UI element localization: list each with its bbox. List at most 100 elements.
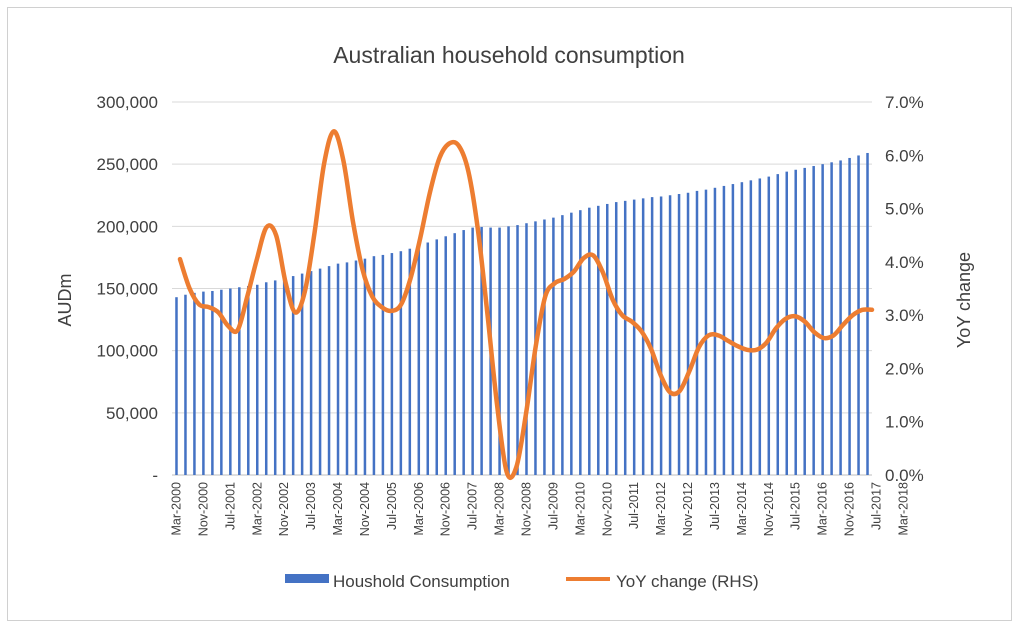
consumption-bar [426, 242, 430, 475]
consumption-bar [767, 176, 771, 475]
consumption-bar [561, 215, 564, 475]
consumption-bar [273, 280, 277, 475]
left-tick-label: 300,000 [97, 93, 158, 112]
x-tick-label: Mar-2002 [250, 482, 264, 536]
x-tick-label: Jul-2013 [708, 482, 722, 530]
consumption-bar [229, 288, 232, 475]
left-tick-label: 200,000 [97, 217, 158, 236]
consumption-bar [588, 207, 591, 475]
right-tick-label: 4.0% [885, 253, 924, 272]
right-axis-ticks: 0.0% 1.0% 2.0% 3.0% 4.0% 5.0% 6.0% 7.0% [885, 93, 924, 485]
consumption-bar [507, 226, 510, 475]
consumption-bar [408, 248, 412, 475]
legend-label-line: YoY change (RHS) [616, 572, 759, 591]
consumption-bar [327, 266, 331, 475]
x-tick-label: Mar-2008 [493, 482, 507, 536]
x-tick-label: Mar-2010 [573, 482, 587, 536]
consumption-bar [659, 196, 663, 476]
x-tick-label: Jul-2001 [223, 482, 237, 530]
consumption-bar [740, 182, 744, 475]
consumption-bar [498, 227, 501, 475]
left-tick-label: 100,000 [97, 342, 158, 361]
left-tick-label: 50,000 [106, 404, 158, 423]
x-tick-label: Jul-2011 [627, 482, 641, 529]
x-tick-label: Nov-2014 [762, 482, 776, 536]
x-tick-label: Jul-2015 [789, 482, 803, 530]
consumption-bar [444, 236, 447, 475]
consumption-bar [399, 251, 403, 475]
left-axis-ticks: - 50,000 100,000 150,000 200,000 250,000 300,0… [97, 93, 158, 485]
consumption-bar [211, 290, 214, 475]
consumption-bar [713, 187, 717, 476]
consumption-bar [704, 189, 708, 475]
consumption-bar [220, 289, 223, 475]
consumption-bar [722, 185, 726, 475]
consumption-bar [731, 184, 735, 475]
consumption-bar [193, 292, 196, 475]
consumption-bar [264, 282, 268, 475]
consumption-bar [866, 152, 869, 476]
consumption-bar [821, 164, 824, 476]
consumption-bar [453, 233, 456, 475]
right-tick-label: 5.0% [885, 200, 924, 219]
consumption-bar [614, 202, 618, 475]
x-tick-label: Nov-2006 [439, 482, 453, 536]
x-tick-label: Nov-2004 [358, 482, 372, 536]
consumption-bar [238, 287, 241, 475]
legend-label-bars: Houshold Consumption [333, 572, 510, 591]
legend: Houshold Consumption YoY change (RHS) [285, 572, 759, 591]
consumption-bar [256, 284, 259, 475]
consumption-bar [597, 205, 600, 475]
consumption-bar [677, 194, 681, 475]
consumption-bar [309, 271, 313, 475]
x-tick-label: Mar-2000 [169, 482, 183, 536]
consumption-bar [175, 297, 178, 475]
consumption-bar [686, 192, 690, 475]
x-tick-label: Mar-2018 [896, 482, 910, 536]
consumption-bar [516, 225, 519, 475]
right-tick-label: 2.0% [885, 359, 924, 378]
consumption-bar [668, 195, 672, 475]
legend-swatch-bars [285, 574, 329, 583]
x-tick-label: Mar-2006 [412, 482, 426, 536]
consumption-bar [372, 256, 376, 475]
consumption-bar [749, 180, 753, 475]
consumption-bar [318, 268, 322, 475]
consumption-bar [695, 190, 699, 475]
consumption-bar [354, 260, 358, 475]
x-tick-label: Mar-2012 [654, 482, 668, 536]
consumption-bar [363, 258, 367, 475]
consumption-bar [579, 210, 582, 476]
consumption-bar [606, 203, 609, 475]
chart-canvas: Australian household consumption - 50,000… [55, 42, 974, 591]
x-tick-label: Nov-2016 [843, 482, 857, 536]
consumption-bar [525, 223, 528, 475]
x-tick-label: Nov-2000 [196, 482, 210, 536]
x-tick-label: Nov-2010 [600, 482, 614, 536]
consumption-bar [300, 273, 304, 475]
x-tick-label: Jul-2003 [304, 482, 318, 530]
consumption-bar [794, 169, 797, 475]
x-tick-label: Nov-2008 [519, 482, 533, 536]
consumption-bar [435, 239, 438, 475]
left-axis-title: AUDm [55, 274, 75, 327]
x-tick-label: Mar-2016 [816, 482, 830, 536]
gridlines [172, 101, 872, 476]
right-tick-label: 7.0% [885, 93, 924, 112]
consumption-bar [830, 162, 833, 476]
consumption-bar [390, 253, 394, 475]
x-tick-label: Jul-2009 [546, 482, 560, 530]
x-tick-label: Jul-2007 [466, 482, 480, 530]
consumption-bar [291, 276, 295, 475]
consumption-bar [857, 155, 860, 475]
left-tick-label: 250,000 [97, 155, 158, 174]
consumption-bar [650, 197, 654, 475]
consumption-bar [758, 178, 762, 475]
x-tick-label: Nov-2002 [277, 482, 291, 536]
left-tick-label: 150,000 [97, 280, 158, 299]
x-tick-label: Mar-2014 [735, 482, 749, 536]
x-axis-ticks: Mar-2000 Nov-2000 Jul-2001 Mar-2002 Nov-2002… [169, 482, 910, 536]
consumption-bar [552, 217, 555, 475]
consumption-bar [462, 230, 465, 475]
consumption-bar [480, 226, 483, 475]
